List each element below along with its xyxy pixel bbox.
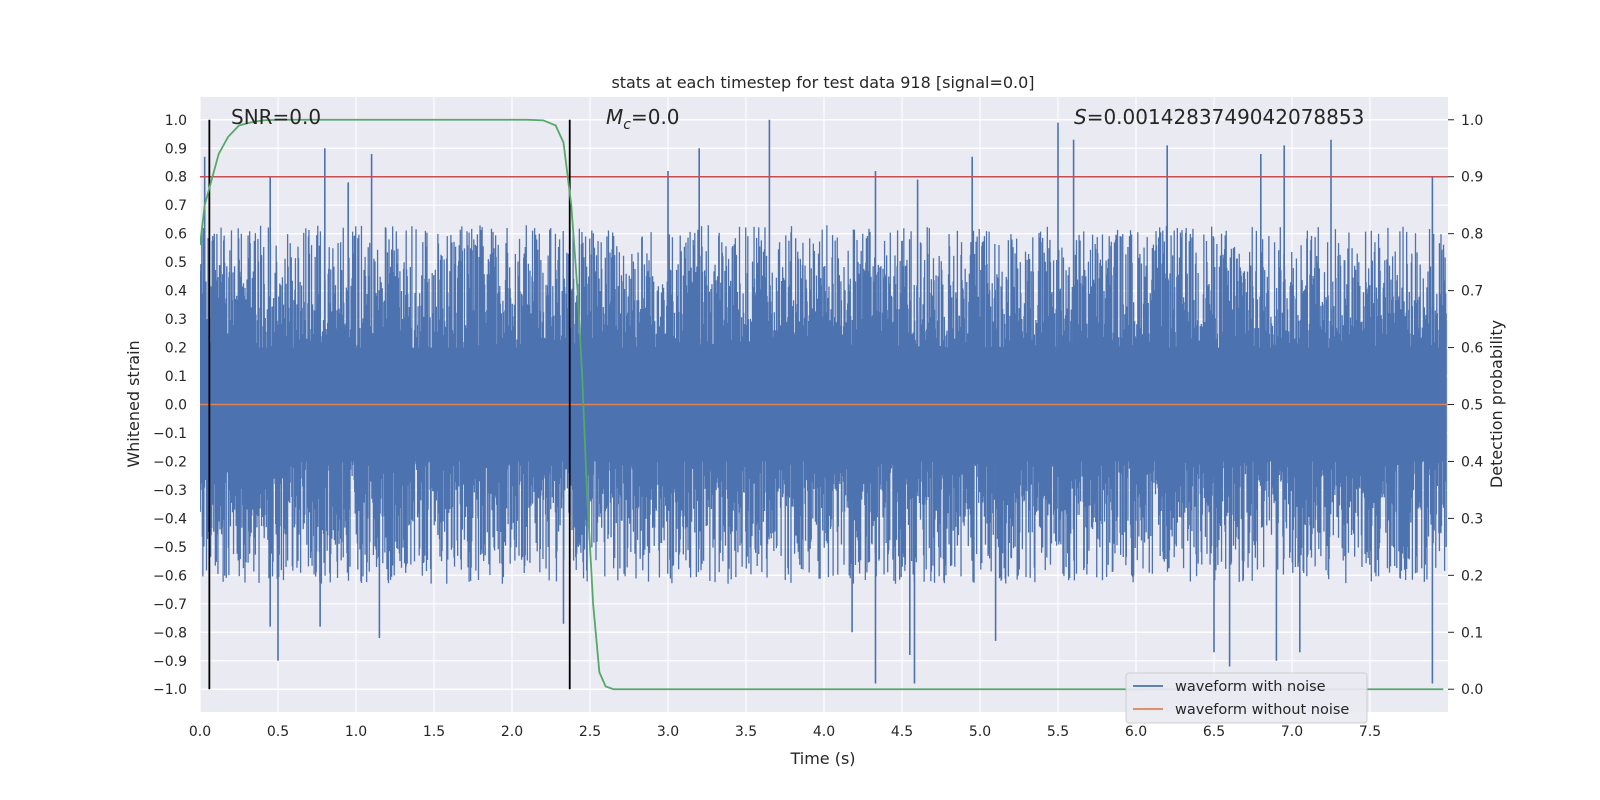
y-axis-label-right: Detection probability [1487,320,1506,488]
y-tick-label-left: −0.2 [153,454,187,470]
x-tick-label: 2.5 [579,724,601,740]
detection-probability-line [200,118,1444,691]
legend-label-noise: waveform with noise [1175,679,1326,695]
y-tick-label-right: 0.5 [1461,398,1483,414]
x-tick-label: 2.0 [501,724,523,740]
y-tick-label-right: 0.8 [1461,227,1483,243]
axis-ticks: 0.0 0.5 1.0 1.5 2.0 2.5 3.0 3.5 4.0 4.5 5.0 5.5 6.0 6… [153,113,1483,740]
y-tick-label-right: 0.6 [1461,341,1483,357]
y-axis-label-left: Whitened strain [124,340,143,467]
x-tick-label: 3.0 [657,724,679,740]
x-tick-label: 1.0 [345,724,367,740]
y-tick-label-left: 0.6 [165,227,187,243]
y-tick-label-left: −0.1 [153,426,187,442]
legend: waveform with noise waveform without noi… [1125,672,1368,724]
y-tick-label-left: −0.3 [153,483,187,499]
x-tick-label: 7.0 [1281,724,1303,740]
legend-label-clean: waveform without noise [1175,702,1349,718]
overlay-lines [200,118,1448,691]
y-tick-label-left: 0.3 [165,312,187,328]
x-axis-label: Time (s) [789,749,855,768]
y-tick-label-left: 0.5 [165,255,187,271]
y-tick-label-right: 0.7 [1461,284,1483,300]
x-tick-label: 4.5 [891,724,913,740]
y-tick-label-left: −0.9 [153,654,187,670]
y-tick-label-left: −1.0 [153,682,187,698]
y-tick-label-left: 0.7 [165,198,187,214]
y-tick-label-right: 0.1 [1461,625,1483,641]
score-annotation: S=0.0014283749042078853 [1074,105,1364,129]
x-tick-label: 1.5 [423,724,445,740]
x-tick-label: 0.5 [267,724,289,740]
y-tick-label-left: 0.0 [165,398,187,414]
x-tick-label: 6.0 [1125,724,1147,740]
y-tick-label-left: −0.8 [153,625,187,641]
y-tick-label-left: −0.6 [153,568,187,584]
y-tick-label-left: −0.7 [153,597,187,613]
y-tick-label-left: 0.9 [165,141,187,157]
y-tick-label-right: 1.0 [1461,113,1483,129]
y-tick-label-left: 1.0 [165,113,187,129]
y-tick-label-left: −0.4 [153,511,187,527]
y-tick-label-left: 0.1 [165,369,187,385]
x-tick-label: 5.0 [969,724,991,740]
chirp-mass-annotation: Mc=0.0 [606,105,680,133]
y-tick-label-left: −0.5 [153,540,187,556]
y-tick-label-right: 0.4 [1461,454,1483,470]
chart-title: stats at each timestep for test data 918… [611,73,1034,92]
x-tick-label: 5.5 [1047,724,1069,740]
y-tick-label-right: 0.9 [1461,170,1483,186]
y-tick-label-right: 0.0 [1461,682,1483,698]
x-tick-label: 4.0 [813,724,835,740]
legend-box [1125,672,1368,724]
y-tick-label-left: 0.8 [165,170,187,186]
x-tick-label: 6.5 [1203,724,1225,740]
y-tick-label-right: 0.2 [1461,568,1483,584]
y-tick-label-left: 0.2 [165,341,187,357]
y-tick-label-right: 0.3 [1461,511,1483,527]
x-tick-label: 0.0 [189,724,211,740]
x-tick-label: 3.5 [735,724,757,740]
y-tick-label-left: 0.4 [165,284,187,300]
snr-annotation: SNR=0.0 [231,105,321,129]
x-tick-label: 7.5 [1359,724,1381,740]
